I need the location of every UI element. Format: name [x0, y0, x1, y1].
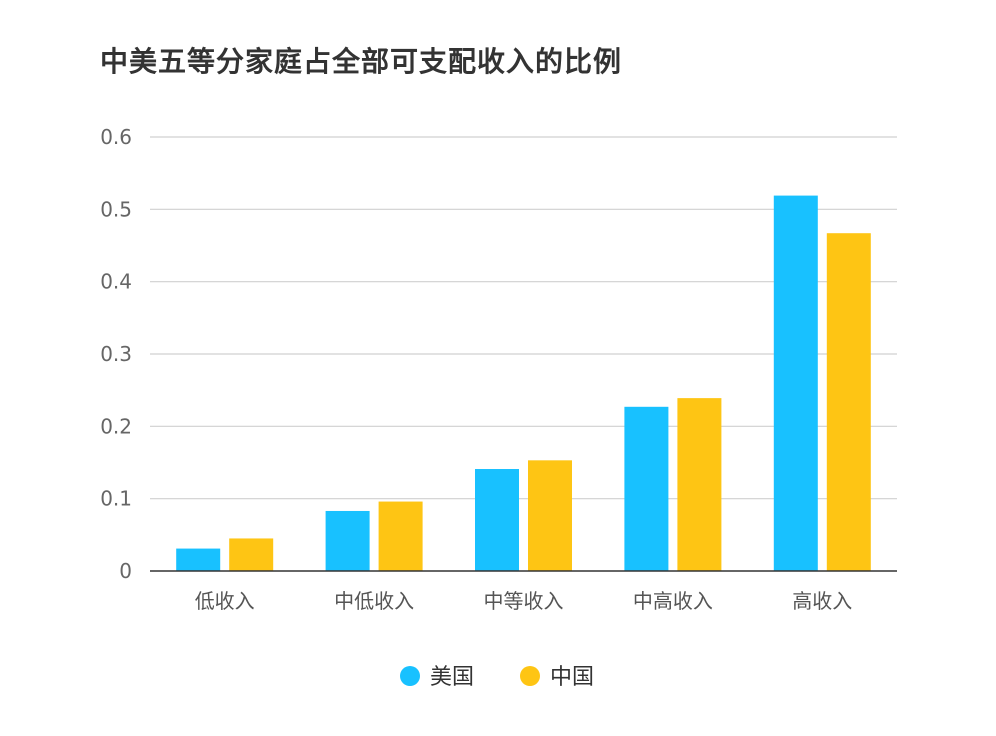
- bar-美国-中等收入: [475, 469, 519, 571]
- bar-中国-低收入: [229, 538, 274, 571]
- y-tick-label: 0.1: [100, 487, 132, 511]
- bar-中国-高收入: [826, 233, 871, 571]
- x-tick-label: 中高收入: [633, 589, 713, 613]
- bar-美国-中高收入: [624, 406, 669, 571]
- legend-marker: [400, 666, 420, 686]
- bar-美国-低收入: [176, 548, 221, 571]
- y-tick-label: 0.6: [100, 125, 132, 149]
- x-tick-label: 中低收入: [334, 589, 414, 613]
- y-tick-label: 0.3: [100, 342, 132, 366]
- x-tick-label: 低收入: [195, 589, 255, 613]
- y-tick-label: 0: [119, 559, 132, 583]
- bar-美国-中低收入: [325, 510, 370, 571]
- legend-label: 美国: [430, 665, 474, 690]
- bar-中国-中等收入: [528, 460, 572, 571]
- legend-label: 中国: [550, 665, 594, 690]
- bar-美国-高收入: [773, 195, 818, 571]
- y-tick-label: 0.5: [100, 197, 132, 221]
- gridlines: [150, 136, 897, 500]
- bars: [176, 195, 871, 571]
- legend-marker: [520, 666, 540, 686]
- x-axis: 低收入 中低收入 中等收入 中高收入 高收入: [150, 570, 897, 613]
- y-axis: 0 0.1 0.2 0.3 0.4 0.5 0.6: [100, 125, 132, 583]
- y-tick-label: 0.2: [100, 414, 132, 438]
- bar-中国-中低收入: [378, 501, 423, 571]
- legend: 美国 中国: [400, 665, 594, 690]
- x-tick-label: 高收入: [792, 589, 852, 613]
- chart-title: 中美五等分家庭占全部可支配收入的比例: [100, 45, 623, 78]
- y-tick-label: 0.4: [100, 270, 132, 294]
- bar-中国-中高收入: [677, 398, 722, 571]
- x-tick-label: 中等收入: [484, 589, 564, 613]
